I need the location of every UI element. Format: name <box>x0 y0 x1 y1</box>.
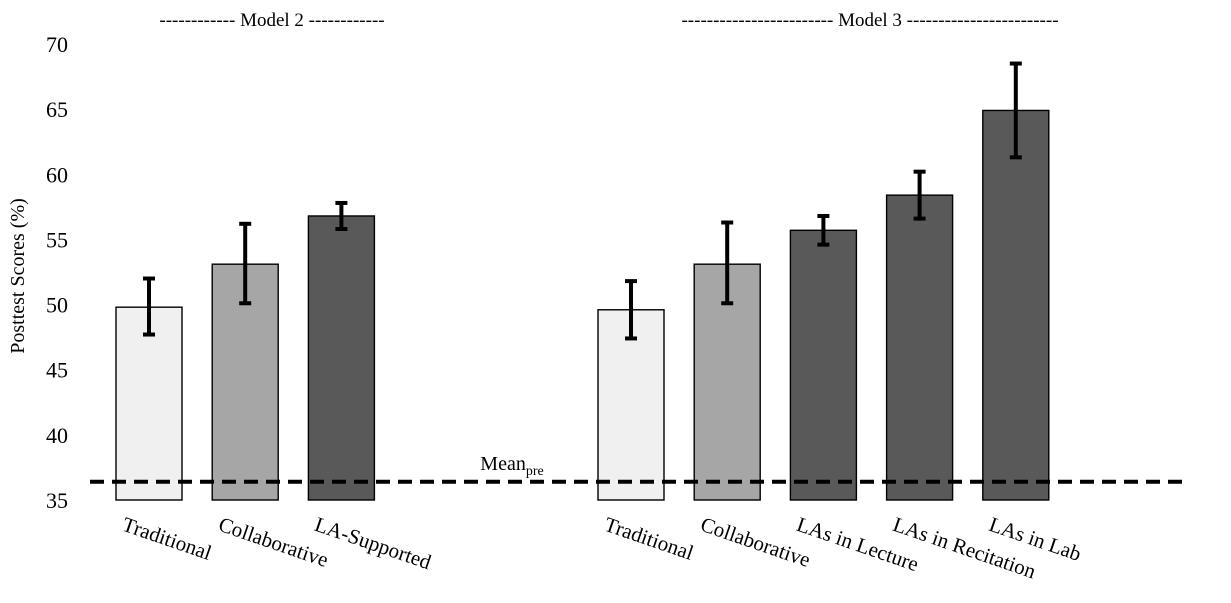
y-tick-label: 35 <box>46 488 68 513</box>
category-label: Traditional <box>601 512 696 565</box>
y-tick-label: 65 <box>46 97 68 122</box>
mean-pre-label: Meanpre <box>480 453 543 479</box>
y-tick-label: 55 <box>46 227 68 252</box>
bar <box>307 215 376 501</box>
bar <box>115 306 183 501</box>
mean-pre-label-subscript: pre <box>526 464 544 479</box>
y-tick-label: 60 <box>46 162 68 187</box>
category-label: LA-Supported <box>312 512 435 574</box>
bars <box>115 109 1050 501</box>
bar <box>982 109 1050 501</box>
y-axis-ticks: 35 40 45 50 55 60 65 70 <box>46 32 68 513</box>
y-tick-label: 40 <box>46 423 68 448</box>
y-tick-label: 70 <box>46 32 68 57</box>
group-label: ------------ Model 2 ------------ <box>159 10 384 31</box>
bar <box>789 229 858 501</box>
bar <box>885 194 954 501</box>
mean-pre-label-main: Mean <box>480 453 526 475</box>
category-label: Collaborative <box>216 512 332 572</box>
y-tick-label: 45 <box>46 358 68 383</box>
y-tick-label: 50 <box>46 293 68 318</box>
group-label: ------------------------ Model 3 -------… <box>681 10 1058 31</box>
y-axis-label: Posttest Scores (%) <box>7 198 29 354</box>
error-bars <box>143 61 1022 341</box>
category-label: Traditional <box>119 512 214 565</box>
category-label: Collaborative <box>698 512 814 572</box>
group-labels: ------------ Model 2 ------------ -------… <box>159 10 1058 31</box>
